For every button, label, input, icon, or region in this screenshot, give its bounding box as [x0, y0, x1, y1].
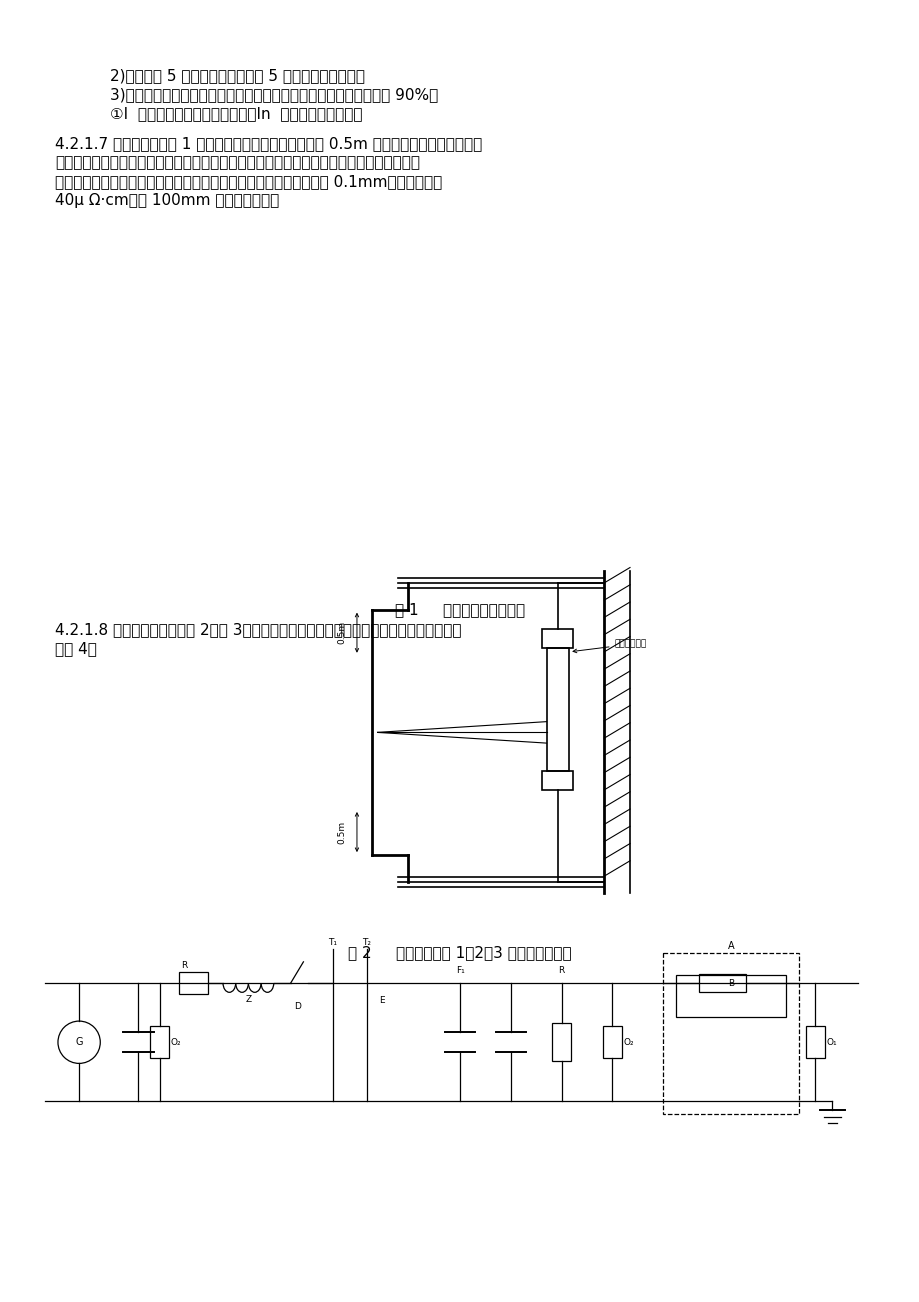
- Text: G: G: [75, 1038, 83, 1047]
- Text: Z: Z: [245, 995, 251, 1004]
- Text: 4.2.1.8 典型的试验回路见图 2、图 3，在示波图上确定预期开断电流和工频恢复电压的方法: 4.2.1.8 典型的试验回路见图 2、图 3，在示波图上确定预期开断电流和工频…: [55, 622, 461, 637]
- Text: 0.5m: 0.5m: [336, 820, 346, 844]
- Text: 品两侧设置金属屏蔽，其位置在制造厂规定的最小相间距离的二分之一处，按试品两侧可能: 品两侧设置金属屏蔽，其位置在制造厂规定的最小相间距离的二分之一处，按试品两侧可能: [55, 155, 420, 171]
- Text: 4.2.1.7 试品接线应按图 1 布置，连接线在距接线端不小于 0.5m 处用绝缘件固定后弯置。试: 4.2.1.7 试品接线应按图 1 布置，连接线在距接线端不小于 0.5m 处用…: [55, 137, 482, 151]
- Bar: [542, 629, 573, 648]
- Bar: [178, 973, 208, 993]
- Text: ①I  为熔断器额定短路开断电流；In  为熔断器额定电流。: ①I 为熔断器额定短路开断电流；In 为熔断器额定电流。: [110, 105, 362, 121]
- Text: 图 1     开断试验的接线布置: 图 1 开断试验的接线布置: [394, 602, 525, 617]
- Bar: [551, 1023, 571, 1061]
- Bar: [698, 974, 745, 992]
- Text: F₁: F₁: [455, 966, 464, 974]
- Text: 2)当低于第 5 组试验的电流，则第 5 组试验不需要进行。: 2)当低于第 5 组试验的电流，则第 5 组试验不需要进行。: [110, 68, 365, 83]
- Bar: [542, 771, 573, 790]
- Text: A: A: [727, 941, 733, 950]
- Text: 图 2     开断试验方式 1，2，3 的典型试验回路: 图 2 开断试验方式 1，2，3 的典型试验回路: [347, 945, 572, 960]
- Bar: [663, 953, 798, 1115]
- Text: 0.5m: 0.5m: [336, 621, 346, 644]
- Text: B: B: [727, 979, 733, 987]
- Text: T₂: T₂: [362, 937, 371, 947]
- Text: 的放电途径设置一处或多处屏蔽，所有屏蔽与接地极间用铜线和直径 0.1mm，电阻率约为: 的放电途径设置一处或多处屏蔽，所有屏蔽与接地极间用铜线和直径 0.1mm，电阻率…: [55, 174, 442, 189]
- Text: R: R: [181, 961, 187, 970]
- Text: T₁: T₁: [328, 937, 337, 947]
- Text: 40μ Ω·cm，长 100mm 的电阻线串联。: 40μ Ω·cm，长 100mm 的电阻线串联。: [55, 194, 279, 208]
- Bar: [805, 1026, 824, 1059]
- Text: O₂: O₂: [623, 1038, 633, 1047]
- Text: O₁: O₁: [825, 1038, 836, 1047]
- Text: 见图 4。: 见图 4。: [55, 641, 96, 656]
- Bar: [602, 1026, 621, 1059]
- Text: D: D: [294, 1001, 301, 1010]
- Bar: [675, 974, 785, 1017]
- Bar: [150, 1026, 169, 1059]
- Bar: [546, 648, 569, 771]
- Text: 3)当试验条件不具备时，允许工频恢复电压不小于熔断器最高电压的 90%。: 3)当试验条件不具备时，允许工频恢复电压不小于熔断器最高电压的 90%。: [110, 87, 437, 102]
- Text: E: E: [380, 996, 385, 1005]
- Text: O₂: O₂: [170, 1038, 181, 1047]
- Text: 绝缘件固定点: 绝缘件固定点: [573, 639, 646, 652]
- Text: R: R: [558, 966, 564, 974]
